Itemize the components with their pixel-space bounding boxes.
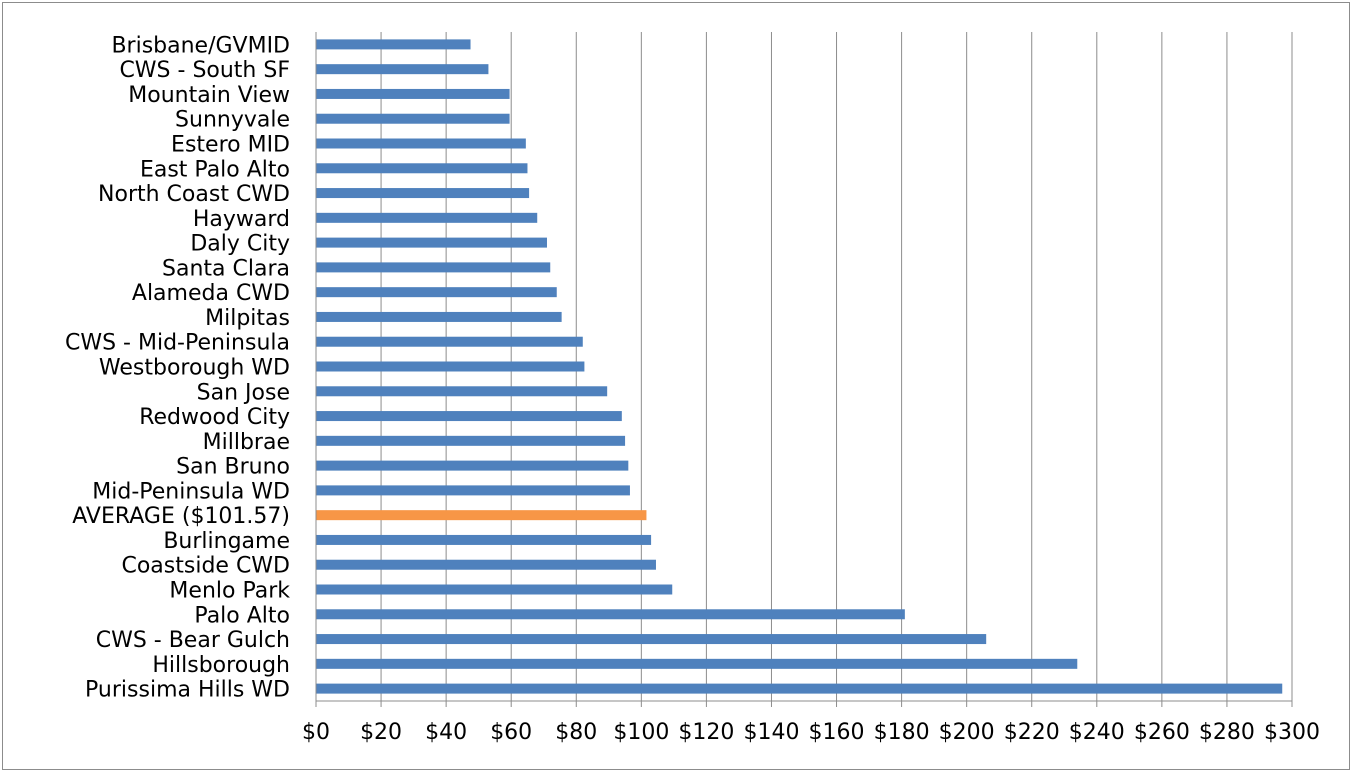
category-label: North Coast CWD xyxy=(98,182,290,207)
x-tick-label: $280 xyxy=(1199,720,1255,745)
x-tick-label: $140 xyxy=(743,720,799,745)
category-label: Milpitas xyxy=(205,306,290,331)
bar xyxy=(316,287,557,298)
bar xyxy=(316,262,551,273)
category-label: CWS - Bear Gulch xyxy=(96,628,290,653)
x-tick-labels: $0 $20 $40 $60 $80 $100 $120 $140 $160 $180 $200 $2… xyxy=(302,720,1320,745)
bar xyxy=(316,485,630,496)
category-label: Purissima Hills WD xyxy=(85,678,290,703)
x-tick-label: $240 xyxy=(1069,720,1125,745)
gridlines xyxy=(380,32,1293,701)
bar xyxy=(316,534,652,545)
x-tick-label: $40 xyxy=(425,720,467,745)
category-label: Redwood City xyxy=(139,405,290,430)
bar xyxy=(316,386,608,397)
bar xyxy=(316,88,510,99)
x-tick-label: $0 xyxy=(302,720,330,745)
bar xyxy=(316,435,626,446)
category-label: San Jose xyxy=(197,380,290,405)
x-tick-label: $100 xyxy=(613,720,669,745)
category-label: Estero MID xyxy=(171,133,290,158)
bar xyxy=(316,460,629,471)
category-label: CWS - Mid-Peninsula xyxy=(65,331,290,356)
category-label: Millbrae xyxy=(203,430,290,455)
bars xyxy=(316,39,1283,694)
bar xyxy=(316,188,530,199)
category-label: East Palo Alto xyxy=(140,157,290,182)
category-label: Westborough WD xyxy=(99,356,290,381)
bar xyxy=(316,658,1078,669)
category-label: Palo Alto xyxy=(194,603,290,628)
x-tick-label: $260 xyxy=(1134,720,1190,745)
bar xyxy=(316,361,585,372)
bar xyxy=(316,163,528,174)
x-tick-label: $220 xyxy=(1004,720,1060,745)
bar xyxy=(316,559,656,570)
x-tick-label: $20 xyxy=(360,720,402,745)
x-tick-label: $120 xyxy=(678,720,734,745)
bar xyxy=(316,138,526,149)
category-label: Menlo Park xyxy=(169,579,290,604)
category-label: Sunnyvale xyxy=(175,108,290,133)
bar xyxy=(316,39,471,50)
x-tick-label: $200 xyxy=(939,720,995,745)
x-tick-label: $60 xyxy=(490,720,532,745)
bar xyxy=(316,683,1283,694)
category-label: Burlingame xyxy=(163,529,290,554)
bar xyxy=(316,64,489,75)
bar xyxy=(316,113,510,124)
bar xyxy=(316,584,673,595)
category-label: AVERAGE ($101.57) xyxy=(72,504,290,529)
x-tick-label: $180 xyxy=(874,720,930,745)
bar xyxy=(316,411,622,422)
category-label: San Bruno xyxy=(176,455,290,480)
category-label: Hillsborough xyxy=(152,653,290,678)
category-label: Brisbane/GVMID xyxy=(111,33,290,58)
x-tick-label: $300 xyxy=(1264,720,1320,745)
x-tick-label: $80 xyxy=(555,720,597,745)
axes xyxy=(315,32,1293,707)
bar-average xyxy=(316,510,647,521)
bar xyxy=(316,212,538,223)
category-label: Coastside CWD xyxy=(121,554,290,579)
bar xyxy=(316,609,905,620)
bar xyxy=(316,311,562,322)
category-label: Daly City xyxy=(190,232,290,257)
bar xyxy=(316,237,547,248)
x-tick-label: $160 xyxy=(809,720,865,745)
category-label: Alameda CWD xyxy=(132,281,290,306)
category-label: Santa Clara xyxy=(162,256,290,281)
category-label: CWS - South SF xyxy=(119,58,290,83)
category-label: Mid-Peninsula WD xyxy=(92,479,290,504)
category-label: Mountain View xyxy=(128,83,290,108)
bar xyxy=(316,336,583,347)
category-label: Hayward xyxy=(193,207,290,232)
bar xyxy=(316,634,987,645)
